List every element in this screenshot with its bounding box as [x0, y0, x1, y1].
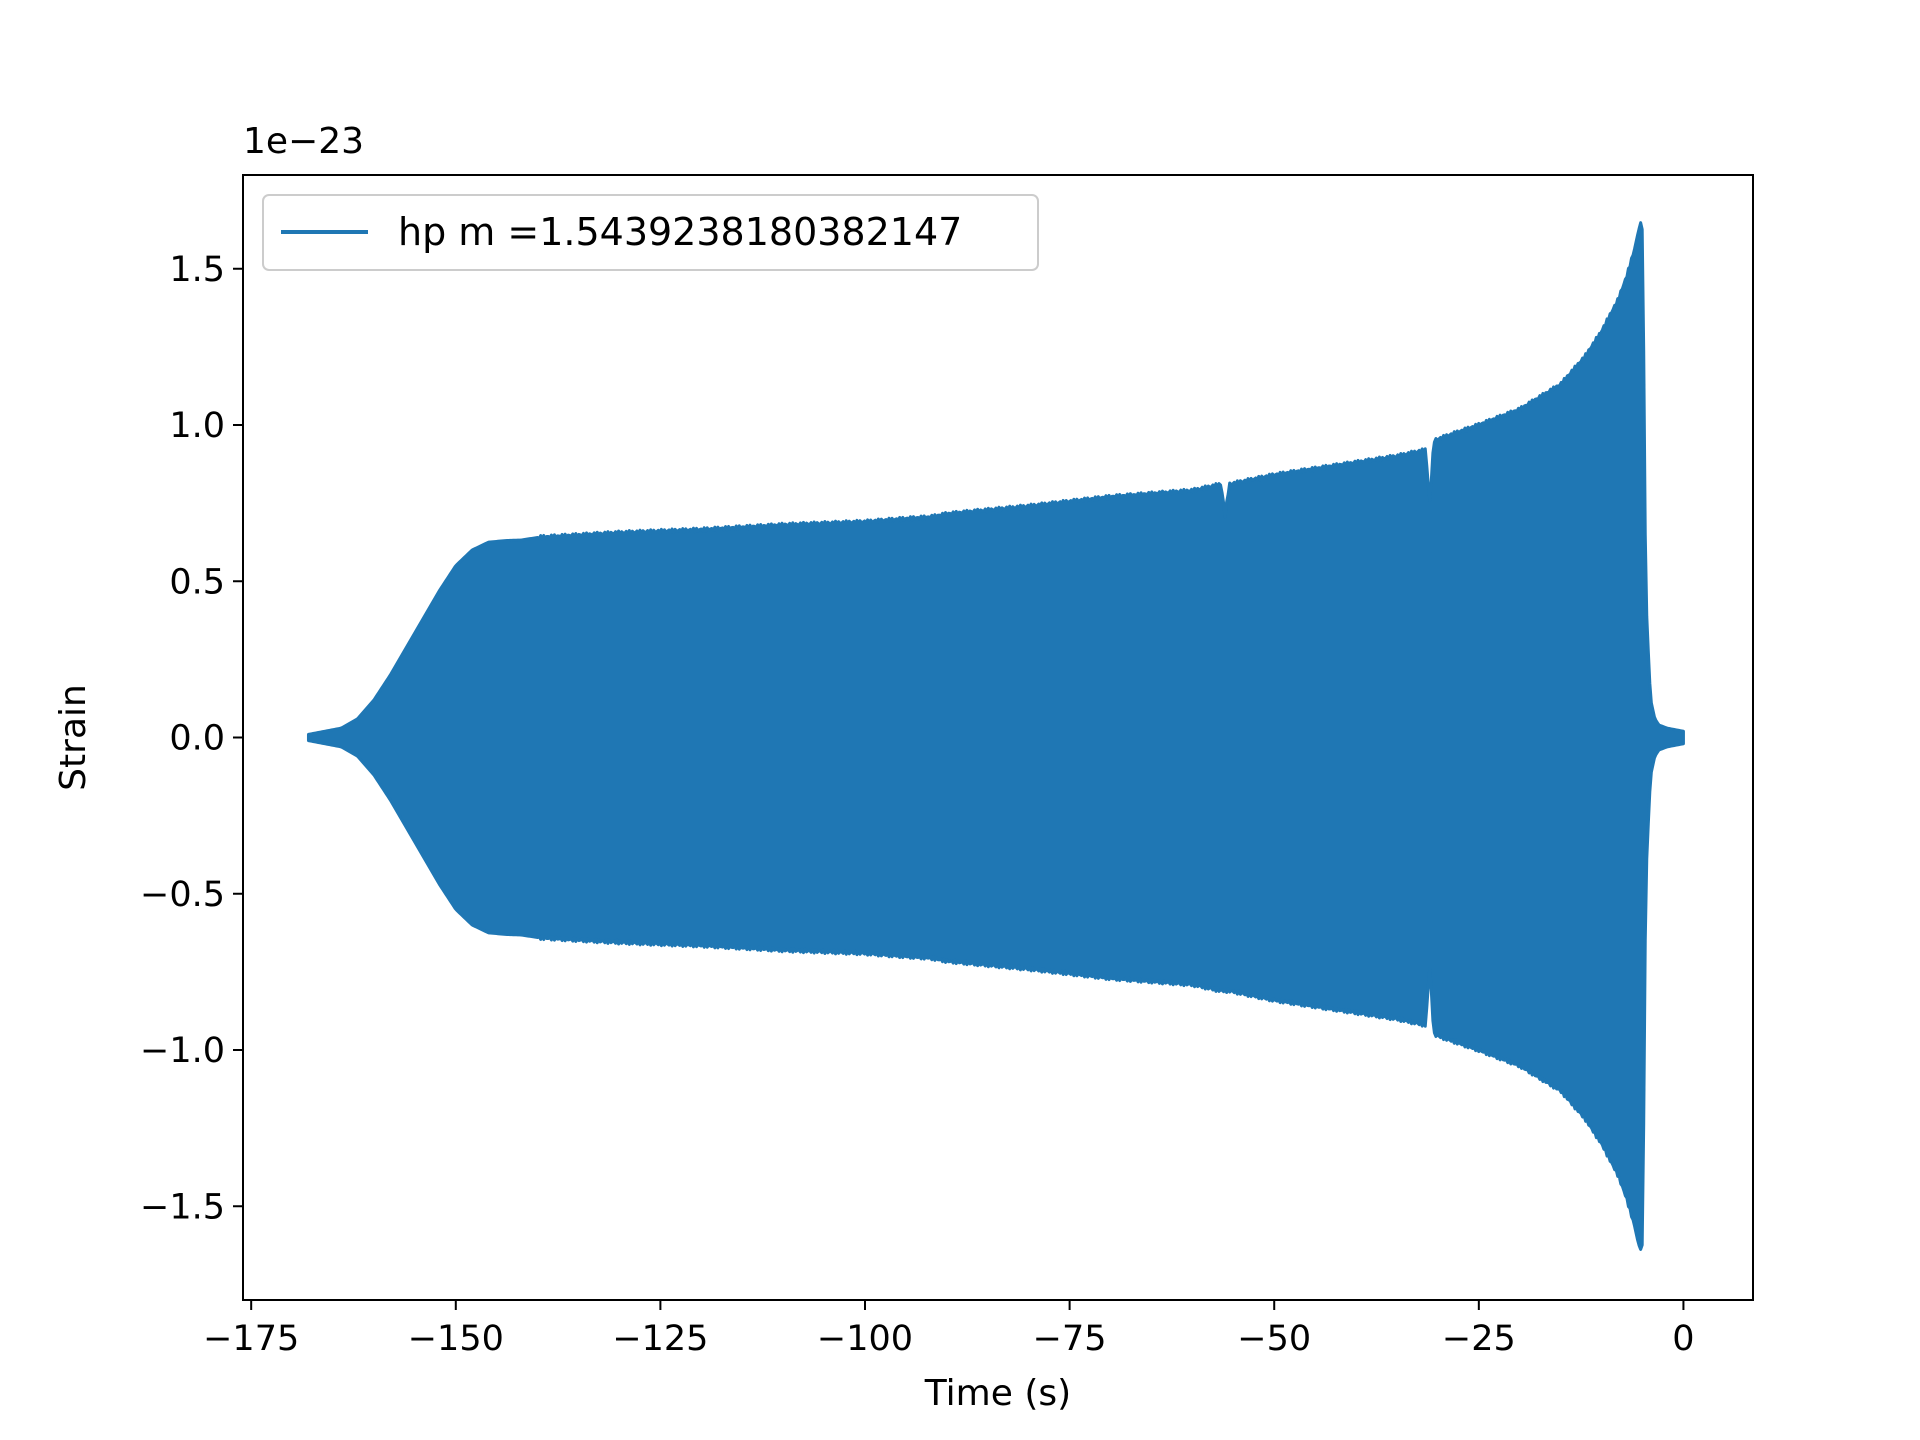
- plot-area: [306, 221, 1685, 1251]
- y-tick-label: 1.0: [169, 406, 225, 446]
- y-axis: −1.5 −1.0 −0.5 0.0 0.5 1.0 1.5: [140, 250, 243, 1227]
- x-tick-label: −75: [1033, 1319, 1107, 1359]
- y-tick-label: −0.5: [140, 875, 225, 915]
- y-offset-label: 1e−23: [243, 121, 364, 162]
- y-axis-label: Strain: [53, 684, 94, 791]
- legend-box: [262, 194, 1039, 271]
- legend-entry-hp: hp m =1.5439238180382147: [398, 210, 962, 254]
- legend: hp m =1.5439238180382147: [262, 194, 1039, 271]
- x-tick-label: −125: [612, 1319, 708, 1359]
- x-tick-label: −100: [817, 1319, 913, 1359]
- hp-waveform-series: [306, 221, 1685, 1251]
- x-tick-label: −50: [1237, 1319, 1311, 1359]
- y-tick-label: 0.0: [169, 719, 225, 759]
- y-tick-label: 1.5: [169, 250, 225, 290]
- x-axis: −175 −150 −125 −100 −75 −50 −25 0: [203, 1300, 1695, 1359]
- x-axis-label: Time (s): [924, 1373, 1071, 1414]
- x-tick-label: −25: [1442, 1319, 1516, 1359]
- x-tick-label: 0: [1672, 1319, 1694, 1359]
- y-tick-label: −1.0: [140, 1031, 225, 1071]
- x-tick-label: −150: [408, 1319, 504, 1359]
- y-tick-label: −1.5: [140, 1187, 225, 1227]
- y-tick-label: 0.5: [169, 562, 225, 602]
- x-tick-label: −175: [203, 1319, 299, 1359]
